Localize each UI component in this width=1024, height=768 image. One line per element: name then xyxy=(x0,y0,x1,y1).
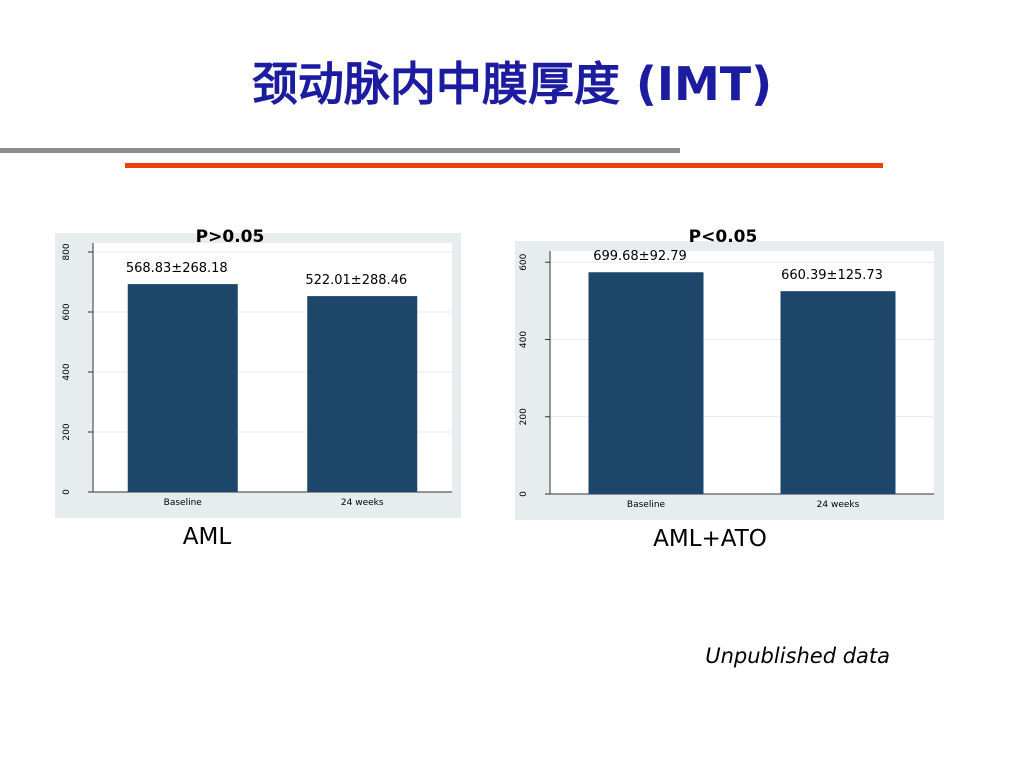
y-tick-label: 200 xyxy=(519,408,529,425)
x-axis-label: AML+ATO xyxy=(653,526,767,552)
y-tick-label: 0 xyxy=(519,491,529,497)
y-tick-label: 400 xyxy=(62,363,72,380)
slide-title: 颈动脉内中膜厚度 (IMT) xyxy=(252,57,772,111)
annotation: 660.39±125.73 xyxy=(781,268,883,283)
y-tick-label: 800 xyxy=(62,243,72,260)
y-tick-label: 400 xyxy=(519,331,529,348)
annotation: 699.68±92.79 xyxy=(593,249,687,264)
divider-gray xyxy=(0,148,680,153)
y-tick-label: 600 xyxy=(519,253,529,270)
annotation: 568.83±268.18 xyxy=(126,261,228,276)
footnote: Unpublished data xyxy=(705,644,890,668)
bar xyxy=(780,291,896,494)
bar xyxy=(588,272,704,494)
bar xyxy=(127,284,238,492)
x-tick-label: Baseline xyxy=(627,500,666,510)
y-tick-label: 200 xyxy=(62,423,72,440)
y-tick-label: 0 xyxy=(62,489,72,495)
divider-red xyxy=(125,163,883,168)
x-tick-label: 24 weeks xyxy=(817,500,860,510)
annotation: 522.01±288.46 xyxy=(305,273,407,288)
chart-subtitle: P<0.05 xyxy=(689,227,758,247)
x-tick-label: Baseline xyxy=(164,498,203,508)
x-tick-label: 24 weeks xyxy=(341,498,384,508)
bar xyxy=(307,296,418,492)
y-tick-label: 600 xyxy=(62,303,72,320)
x-axis-label: AML xyxy=(183,524,232,550)
chart-subtitle: P>0.05 xyxy=(196,227,265,247)
